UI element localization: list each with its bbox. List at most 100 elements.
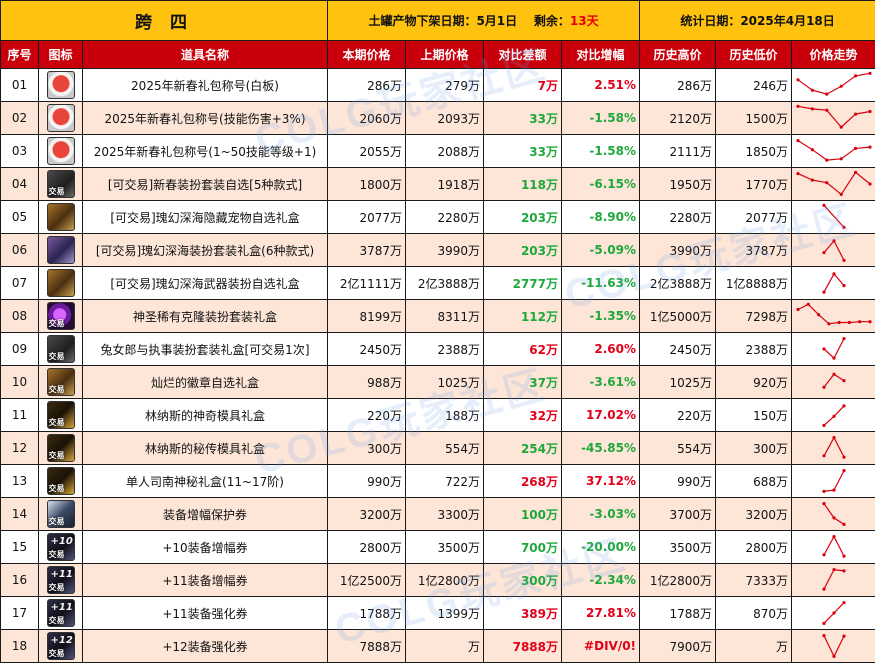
price-trend-sparkline: [796, 71, 872, 96]
item-name: 林纳斯的神奇模具礼盒: [82, 398, 328, 432]
trend-point: [810, 178, 815, 182]
history-low: 3200万: [715, 497, 793, 531]
price-diff: 32万: [483, 398, 562, 432]
item-icon-cell: [38, 200, 83, 234]
trend-point: [796, 78, 800, 82]
trend-line: [823, 272, 845, 293]
item-icon-cell: 交易: [38, 299, 83, 333]
trend-point: [817, 313, 821, 317]
previous-price: 2093万: [405, 101, 484, 135]
clone-costume-icon: 交易: [46, 302, 75, 330]
price-diff: 112万: [483, 299, 562, 333]
price-trend-cell: [791, 167, 875, 201]
price-trend-sparkline: [822, 203, 846, 229]
item-name: 兔女郎与执事装扮套装礼盒[可交易1次]: [82, 332, 328, 366]
previous-price: 1399万: [405, 596, 484, 630]
price-change-pct: -3.61%: [560, 365, 641, 399]
item-name: [可交易]瑰幻深海隐藏宠物自选礼盒: [82, 200, 328, 234]
row-index: 04: [0, 167, 39, 201]
history-high: 220万: [639, 398, 717, 432]
item-icon-cell: +10 交易: [38, 530, 83, 564]
trend-point: [822, 634, 826, 638]
amplify-ticket-icon: +11 交易: [46, 566, 75, 594]
row-index: 05: [0, 200, 39, 234]
price-change-pct: #DIV/0!: [560, 629, 641, 663]
current-price: 988万: [327, 365, 406, 399]
current-price: 2060万: [327, 101, 406, 135]
trend-point: [832, 488, 836, 492]
table-row: 01 2025年新春礼包称号(白板) 286万 279万 7万 2.51% 286万 246万: [0, 68, 875, 102]
history-high: 2120万: [639, 101, 717, 135]
trend-point: [837, 320, 841, 325]
price-change-pct: -45.85%: [560, 431, 641, 465]
table-row: 03 2025年新春礼包称号(1~50技能等级+1) 2055万 2088万 33万 -1…: [0, 134, 875, 168]
price-trend-sparkline: [822, 634, 846, 658]
price-diff: 33万: [483, 101, 562, 135]
row-index: 02: [0, 101, 39, 135]
stock-label: 土罐产物下架日期：: [368, 14, 477, 28]
price-trend-cell: [791, 299, 875, 333]
history-low: 1770万: [715, 167, 793, 201]
item-name: 林纳斯的秘传模具礼盒: [82, 431, 328, 465]
trend-point: [822, 489, 826, 493]
row-index: 11: [0, 398, 39, 432]
trend-point: [825, 158, 829, 162]
item-name: 2025年新春礼包称号(技能伤害+3%): [82, 101, 328, 135]
trend-point: [822, 454, 826, 458]
table-row: 18 +12 交易 +12装备强化券 7888万万 7888万 #DIV/0! 7900万万: [0, 629, 875, 663]
history-high: 3500万: [639, 530, 717, 564]
trend-line: [797, 72, 871, 95]
row-index: 01: [0, 68, 39, 102]
previous-price: 3990万: [405, 233, 484, 267]
history-low: 7298万: [715, 299, 793, 333]
history-high: 2亿3888万: [639, 266, 717, 300]
emblem-box-icon: 交易: [46, 368, 75, 396]
price-trend-cell: [791, 233, 875, 267]
row-index: 10: [0, 365, 39, 399]
trend-line: [797, 105, 871, 128]
item-name: +12装备强化券: [82, 629, 328, 663]
price-diff: 300万: [483, 563, 562, 597]
item-icon-cell: 交易: [38, 365, 83, 399]
mold-box-icon: 交易: [46, 401, 75, 429]
row-index: 17: [0, 596, 39, 630]
item-icon-cell: [38, 101, 83, 135]
row-index: 14: [0, 497, 39, 531]
amplify-ticket-icon: +10 交易: [46, 533, 75, 561]
current-price: 1亿2500万: [327, 563, 406, 597]
trend-point: [842, 225, 846, 229]
item-icon-cell: +12 交易: [38, 629, 83, 663]
trend-point: [839, 192, 843, 196]
trend-point: [854, 146, 858, 150]
price-trend-sparkline: [822, 404, 846, 427]
trend-point: [825, 108, 829, 112]
tradable-tag: 交易: [48, 451, 65, 460]
current-price: 2055万: [327, 134, 406, 168]
title-row: 跨 四 土罐产物下架日期：5月1日 剩余：13天 统计日期：2025年4月18日: [0, 0, 875, 41]
trend-line: [797, 303, 871, 325]
price-diff: 7888万: [483, 629, 562, 663]
col-header-name: 道具名称: [82, 40, 328, 69]
previous-price: 2088万: [405, 134, 484, 168]
trend-point: [796, 104, 800, 108]
trend-point: [822, 385, 826, 389]
row-index: 13: [0, 464, 39, 498]
col-header-current: 本期价格: [327, 40, 406, 69]
stat-label: 统计日期：: [680, 14, 741, 28]
history-high: 1025万: [639, 365, 717, 399]
trend-point: [842, 522, 846, 526]
item-icon-cell: [38, 233, 83, 267]
history-low: 688万: [715, 464, 793, 498]
table-row: 14 交易 装备增幅保护券 3200万 3300万 100万 -3.03% 3700万 3200…: [0, 497, 875, 531]
col-header-low: 历史低价: [715, 40, 793, 69]
table-row: 07 [可交易]瑰幻深海武器装扮自选礼盒 2亿1111万 2亿3888万 2777万 -1…: [0, 266, 875, 300]
table-row: 11 交易 林纳斯的神奇模具礼盒 220万 188万 32万 17.02% 220万 150万: [0, 398, 875, 432]
current-price: 300万: [327, 431, 406, 465]
price-change-pct: 2.51%: [560, 68, 641, 102]
trend-point: [822, 251, 826, 255]
trend-point: [842, 554, 846, 558]
price-trend-cell: [791, 596, 875, 630]
new-year-gift-icon: [46, 71, 75, 99]
